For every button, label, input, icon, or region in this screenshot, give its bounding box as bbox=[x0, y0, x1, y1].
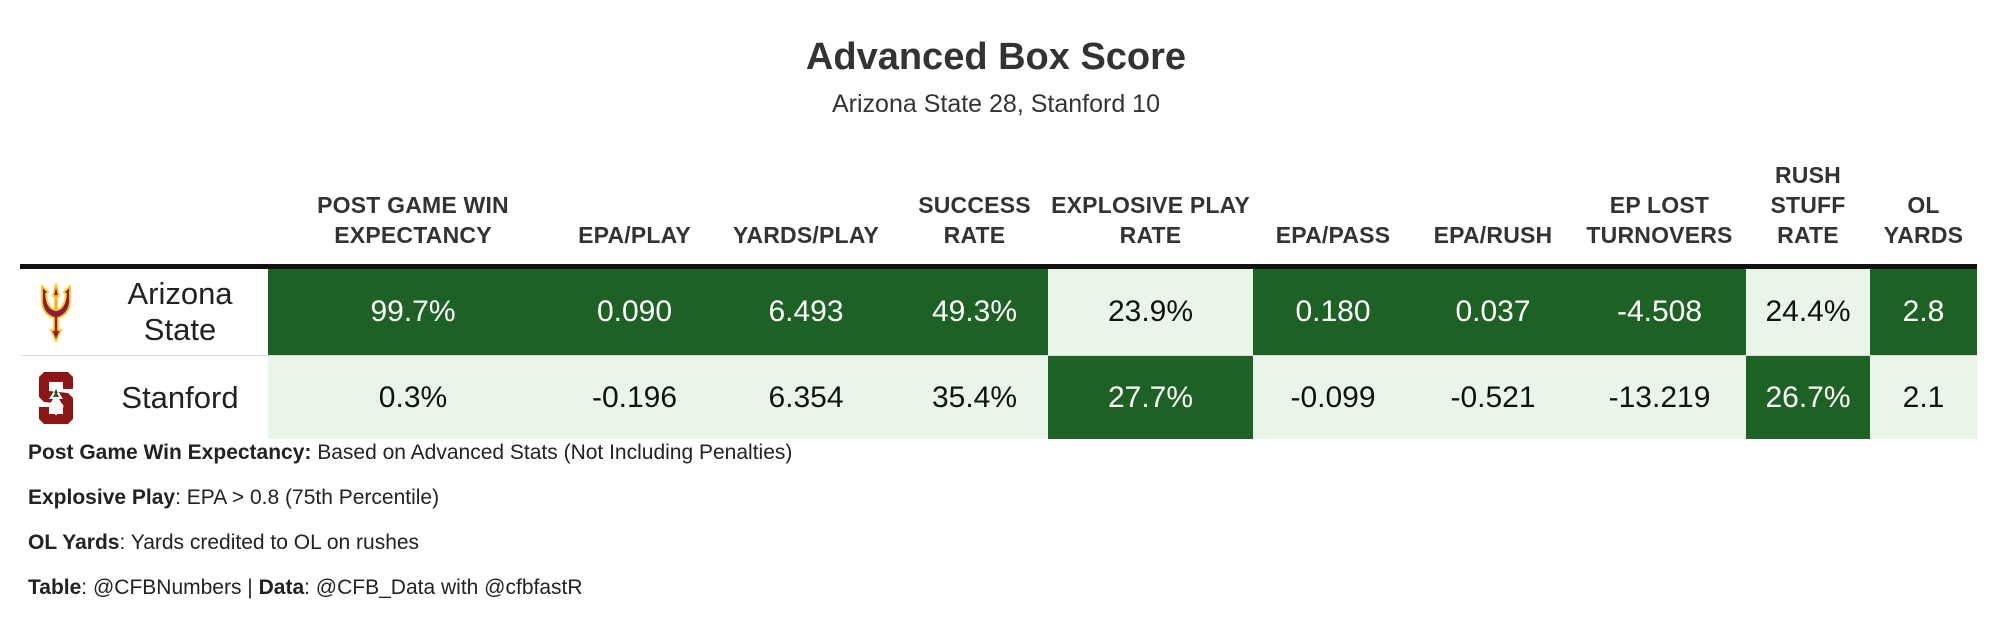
footnote-label: OL Yards bbox=[28, 531, 120, 554]
table-cell: 2.8 bbox=[1870, 266, 1977, 356]
table-row: Stanford 0.3% -0.196 6.354 35.4% 27.7% -… bbox=[20, 355, 1977, 440]
footnote-win-expectancy: Post Game Win Expectancy: Based on Advan… bbox=[28, 430, 792, 475]
table-cell: 2.1 bbox=[1870, 355, 1977, 439]
column-header-epa-rush: EPA/RUSH bbox=[1413, 140, 1573, 269]
table-cell: -0.099 bbox=[1253, 355, 1413, 439]
column-header-ep-lost-turnovers: EP LOST TURNOVERS bbox=[1573, 140, 1746, 269]
column-header-explosive-play-rate: EXPLOSIVE PLAY RATE bbox=[1048, 140, 1253, 269]
column-header-ol-yards: OL YARDS bbox=[1870, 140, 1977, 269]
team-column-header bbox=[92, 140, 268, 269]
table-cell: 24.4% bbox=[1746, 266, 1870, 356]
box-score-table: POST GAME WIN EXPECTANCY EPA/PLAY YARDS/… bbox=[20, 140, 1977, 439]
table-cell: 0.180 bbox=[1253, 266, 1413, 356]
footnote-text: : @CFB_Data with @cfbfastR bbox=[304, 576, 583, 599]
column-header-yards-play: YARDS/PLAY bbox=[711, 140, 901, 269]
footnote-label: Data bbox=[258, 576, 305, 599]
footnote-text: : EPA > 0.8 (75th Percentile) bbox=[175, 486, 440, 509]
column-header-epa-pass: EPA/PASS bbox=[1253, 140, 1413, 269]
team-name: Arizona State bbox=[92, 266, 268, 356]
column-header-success-rate: SUCCESS RATE bbox=[901, 140, 1048, 269]
table-cell: 99.7% bbox=[268, 266, 558, 356]
column-header-win-expectancy: POST GAME WIN EXPECTANCY bbox=[268, 140, 558, 269]
block-s-tree-logo bbox=[20, 356, 92, 440]
footnote-label: Table bbox=[28, 576, 82, 599]
table-cell: 0.037 bbox=[1413, 266, 1573, 356]
footnote-text: Based on Advanced Stats (Not Including P… bbox=[311, 441, 793, 464]
table-cell: -0.196 bbox=[558, 355, 711, 439]
footnote-text: : Yards credited to OL on rushes bbox=[119, 531, 420, 554]
table-cell: 0.090 bbox=[558, 266, 711, 356]
table-cell: 35.4% bbox=[901, 355, 1048, 439]
column-header-rush-stuff-rate: RUSH STUFF RATE bbox=[1746, 140, 1870, 269]
footnote-explosive-play: Explosive Play: EPA > 0.8 (75th Percenti… bbox=[28, 475, 792, 520]
table-title: Advanced Box Score bbox=[805, 36, 1187, 78]
table-row: Arizona State 99.7% 0.090 6.493 49.3% 23… bbox=[20, 266, 1977, 356]
footnote-ol-yards: OL Yards: Yards credited to OL on rushes bbox=[28, 520, 792, 565]
footnote-credits: Table: @CFBNumbers | Data: @CFB_Data wit… bbox=[28, 565, 792, 610]
table-cell: 26.7% bbox=[1746, 355, 1870, 439]
column-header-epa-play: EPA/PLAY bbox=[558, 140, 711, 269]
table-cell: -0.521 bbox=[1413, 355, 1573, 439]
table-cell: -13.219 bbox=[1573, 355, 1746, 439]
footnote-label: Explosive Play bbox=[28, 486, 176, 509]
table-cell: -4.508 bbox=[1573, 266, 1746, 356]
footnote-text: : @CFBNumbers | bbox=[81, 576, 259, 599]
table-subtitle: Arizona State 28, Stanford 10 bbox=[832, 90, 1160, 118]
logo-column-header bbox=[20, 140, 92, 269]
table-cell: 27.7% bbox=[1048, 355, 1253, 439]
pitchfork-logo bbox=[20, 266, 92, 356]
footnote-label: Post Game Win Expectancy: bbox=[28, 441, 312, 464]
table-cell: 49.3% bbox=[901, 266, 1048, 356]
team-name: Stanford bbox=[121, 379, 239, 415]
table-cell: 0.3% bbox=[268, 355, 558, 439]
footnotes: Post Game Win Expectancy: Based on Advan… bbox=[28, 430, 792, 610]
header-row: POST GAME WIN EXPECTANCY EPA/PLAY YARDS/… bbox=[20, 140, 1977, 269]
table-cell: 6.354 bbox=[711, 355, 901, 439]
table-cell: 6.493 bbox=[711, 266, 901, 356]
table-cell: 23.9% bbox=[1048, 266, 1253, 356]
